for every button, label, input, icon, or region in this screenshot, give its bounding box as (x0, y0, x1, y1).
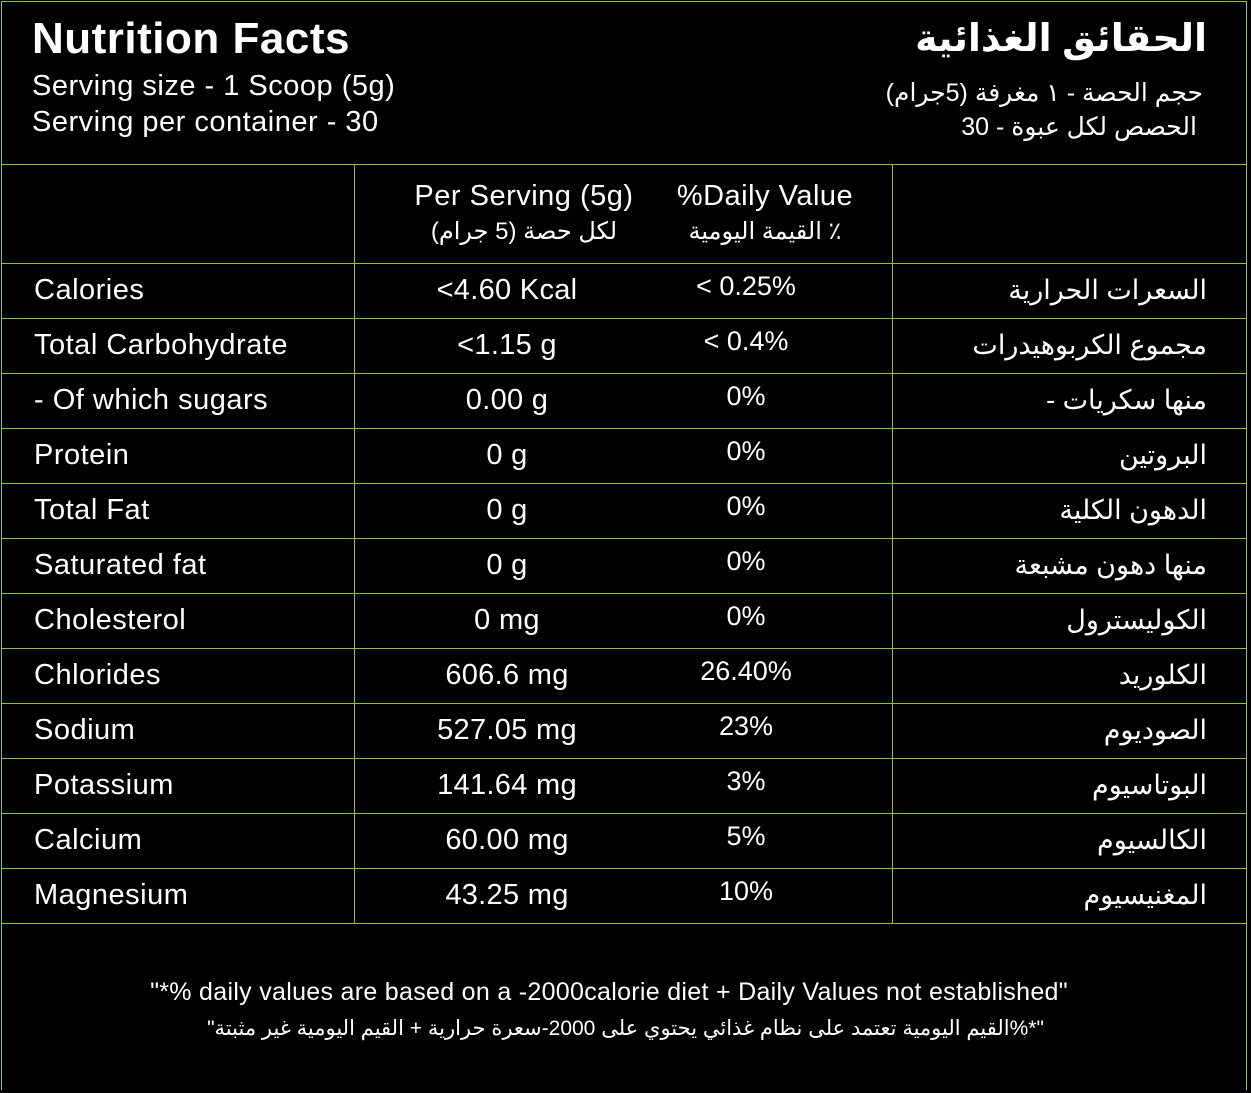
nutrient-name-en: Magnesium (34, 879, 189, 911)
nutrient-name-ar: البروتين (1118, 440, 1207, 470)
nutrient-name-en: - Of which sugars (34, 384, 269, 416)
daily-value-header-ar: ٪ القيمة اليومية (688, 218, 842, 245)
nutrient-name-ar: المغنيسيوم (1083, 880, 1207, 910)
title-ar: الحقائق الغذائية (915, 18, 1207, 60)
nutrient-amount: 527.05 mg (437, 714, 577, 746)
table-row: Protein 0 g 0% البروتين (0, 428, 1251, 483)
nutrient-name-ar: الكوليسترول (1066, 605, 1207, 635)
column-divider (892, 164, 893, 923)
nutrient-name-ar: البوتاسيوم (1091, 770, 1207, 800)
nutrient-daily-value: < 0.25% (696, 271, 796, 301)
table-top-rule (1, 164, 1247, 165)
nutrient-amount: 0 g (486, 439, 528, 471)
nutrient-amount: <1.15 g (457, 329, 557, 361)
nutrient-amount: 0 g (486, 494, 528, 526)
nutrient-name-ar: منها دهون مشبعة (1014, 550, 1207, 580)
nutrient-amount: 43.25 mg (445, 879, 569, 911)
serving-size-ar: حجم الحصة - ١ مغرفة (5جرام) (885, 79, 1203, 107)
nutrient-amount: 0.00 g (465, 384, 549, 416)
row-rule (1, 868, 1247, 869)
row-rule (1, 813, 1247, 814)
table-bottom-rule (1, 923, 1247, 924)
nutrient-amount: 0 mg (474, 604, 540, 636)
nutrient-name-ar: منها سكريات - (1046, 385, 1207, 415)
per-serving-header-ar: لكل حصة (5 جرام) (430, 218, 618, 245)
nutrient-name-en: Total Fat (34, 494, 150, 526)
nutrient-daily-value: 3% (726, 766, 766, 796)
nutrient-amount: 60.00 mg (445, 824, 569, 856)
table-row: Calories <4.60 Kcal < 0.25% السعرات الحر… (0, 263, 1251, 318)
nutrient-name-en: Calcium (34, 824, 143, 856)
nutrient-name-ar: الصوديوم (1103, 715, 1207, 745)
nutrient-daily-value: 5% (726, 821, 766, 851)
table-row: Sodium 527.05 mg 23% الصوديوم (0, 703, 1251, 758)
servings-per-container-en: Serving per container - 30 (32, 106, 379, 138)
nutrient-name-en: Calories (34, 274, 145, 306)
table-row: Total Carbohydrate <1.15 g < 0.4% مجموع … (0, 318, 1251, 373)
nutrient-name-ar: مجموع الكربوهيدرات (972, 330, 1207, 360)
nutrient-amount: 606.6 mg (445, 659, 569, 691)
per-serving-header-en: Per Serving (5g) (414, 180, 634, 212)
nutrient-name-en: Cholesterol (34, 604, 187, 636)
table-row: Total Fat 0 g 0% الدهون الكلية (0, 483, 1251, 538)
table-row: Potassium 141.64 mg 3% البوتاسيوم (0, 758, 1251, 813)
row-rule (1, 593, 1247, 594)
nutrient-name-en: Chlorides (34, 659, 161, 691)
nutrient-daily-value: 23% (718, 711, 774, 741)
title-en: Nutrition Facts (32, 14, 350, 63)
nutrient-amount: <4.60 Kcal (436, 274, 578, 306)
nutrient-daily-value: 0% (726, 601, 766, 631)
nutrient-daily-value: 0% (726, 436, 766, 466)
nutrient-amount: 141.64 mg (437, 769, 577, 801)
daily-value-header: %Daily Value ٪ القيمة اليومية (650, 180, 880, 246)
table-row: Saturated fat 0 g 0% منها دهون مشبعة (0, 538, 1251, 593)
nutrient-daily-value: 0% (726, 546, 766, 576)
column-divider (354, 164, 355, 923)
nutrient-name-en: Sodium (34, 714, 136, 746)
nutrient-amount: 0 g (486, 549, 528, 581)
nutrient-name-en: Protein (34, 439, 130, 471)
row-rule (1, 373, 1247, 374)
nutrient-name-en: Saturated fat (34, 549, 207, 581)
header-bottom-rule (1, 263, 1247, 264)
table-row: Cholesterol 0 mg 0% الكوليسترول (0, 593, 1251, 648)
row-rule (1, 538, 1247, 539)
row-rule (1, 703, 1247, 704)
serving-size-en: Serving size - 1 Scoop (5g) (32, 70, 396, 102)
per-serving-header: Per Serving (5g) لكل حصة (5 جرام) (356, 180, 692, 246)
nutrient-name-ar: السعرات الحرارية (1008, 275, 1207, 305)
nutrient-daily-value: 0% (726, 491, 766, 521)
nutrient-daily-value: 10% (718, 876, 774, 906)
row-rule (1, 318, 1247, 319)
footnote-en: "*% daily values are based on a -2000cal… (150, 978, 1068, 1006)
nutrient-name-en: Potassium (34, 769, 174, 801)
table-row: Chlorides 606.6 mg 26.40% الكلوريد (0, 648, 1251, 703)
row-rule (1, 483, 1247, 484)
nutrient-daily-value: < 0.4% (703, 326, 789, 356)
table-row: Magnesium 43.25 mg 10% المغنيسيوم (0, 868, 1251, 923)
footnote-ar: "*%القيم اليومية تعتمد على نظام غذائي يح… (207, 1017, 1044, 1040)
row-rule (1, 758, 1247, 759)
row-rule (1, 648, 1247, 649)
table-row: - Of which sugars 0.00 g 0% منها سكريات … (0, 373, 1251, 428)
nutrient-name-ar: الكالسيوم (1097, 825, 1207, 855)
row-rule (1, 428, 1247, 429)
nutrient-name-ar: الدهون الكلية (1059, 495, 1207, 525)
nutrient-name-ar: الكلوريد (1118, 660, 1207, 690)
daily-value-header-en: %Daily Value (676, 180, 854, 212)
nutrient-name-en: Total Carbohydrate (34, 329, 289, 361)
nutrient-daily-value: 26.40% (700, 656, 792, 686)
table-row: Calcium 60.00 mg 5% الكالسيوم (0, 813, 1251, 868)
nutrient-daily-value: 0% (726, 381, 766, 411)
servings-per-container-ar: الحصص لكل عبوة - 30 (961, 113, 1197, 141)
